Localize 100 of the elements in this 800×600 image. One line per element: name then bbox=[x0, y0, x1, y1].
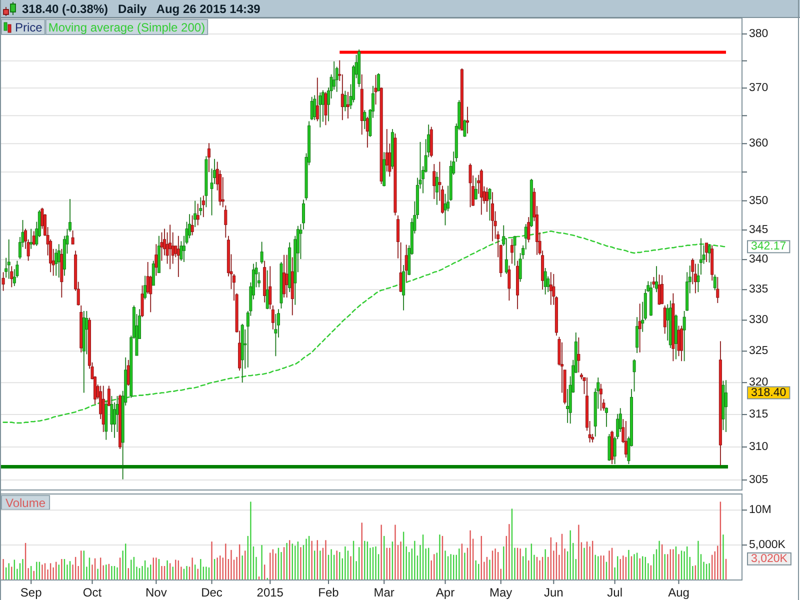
candlestick bbox=[604, 407, 608, 428]
candlestick bbox=[632, 358, 636, 392]
text: 3,020K bbox=[751, 552, 788, 565]
candlestick bbox=[432, 164, 436, 200]
candlestick bbox=[316, 77, 319, 122]
candlestick bbox=[705, 242, 708, 262]
y-tick-label: 320 bbox=[749, 376, 768, 389]
x-tick-label: Apr bbox=[436, 586, 455, 600]
x-tick-label: Nov bbox=[146, 586, 167, 600]
candlestick bbox=[140, 284, 144, 318]
candlestick bbox=[152, 260, 155, 286]
candlestick bbox=[510, 238, 514, 264]
candlestick bbox=[399, 242, 402, 293]
candlestick bbox=[652, 276, 656, 288]
candlestick bbox=[402, 264, 406, 311]
candlestick bbox=[144, 275, 147, 300]
candlestick bbox=[107, 385, 110, 407]
candlestick bbox=[302, 199, 305, 230]
legend-label: Price bbox=[15, 20, 43, 34]
candlestick bbox=[527, 216, 530, 243]
x-tick-label: Aug bbox=[668, 586, 690, 600]
candlestick bbox=[435, 172, 438, 206]
candlestick bbox=[318, 92, 322, 128]
candlestick bbox=[504, 238, 508, 274]
candlestick bbox=[194, 200, 197, 228]
candlestick bbox=[708, 244, 711, 264]
candlestick bbox=[468, 163, 472, 208]
candlestick bbox=[577, 337, 580, 373]
candlestick bbox=[608, 434, 611, 462]
candlestick bbox=[513, 235, 516, 266]
candlestick bbox=[696, 263, 700, 293]
text: 342.17 bbox=[750, 240, 786, 253]
candlestick bbox=[474, 177, 478, 200]
candlestick bbox=[699, 238, 702, 276]
x-tick-label: Jun bbox=[544, 586, 564, 600]
candlestick bbox=[680, 325, 684, 362]
candlestick bbox=[282, 254, 286, 298]
candlestick bbox=[488, 188, 492, 222]
candlestick bbox=[658, 274, 661, 306]
candlestick bbox=[71, 230, 74, 245]
candlestick bbox=[260, 241, 264, 264]
x-tick-label: Dec bbox=[201, 586, 222, 600]
candlestick bbox=[176, 235, 180, 278]
candlestick bbox=[508, 265, 511, 302]
y-tick-label: 345 bbox=[749, 224, 768, 236]
candlestick bbox=[666, 304, 670, 342]
candlestick bbox=[363, 110, 366, 130]
candlestick bbox=[346, 91, 350, 119]
y-tick-label: 350 bbox=[749, 194, 768, 207]
candlestick bbox=[599, 383, 602, 412]
candlestick bbox=[154, 244, 158, 276]
candlestick bbox=[30, 228, 33, 250]
y-tick-label: 315 bbox=[749, 408, 768, 421]
candlestick bbox=[271, 305, 274, 330]
y-tick-label: 380 bbox=[749, 28, 768, 40]
candlestick bbox=[682, 310, 686, 362]
y-tick-label: 370 bbox=[749, 82, 768, 94]
chart-title: Volume bbox=[5, 496, 46, 510]
x-tick-label: Sep bbox=[20, 586, 42, 600]
candlestick bbox=[724, 380, 728, 432]
candlestick bbox=[344, 90, 347, 112]
text: 318.40 bbox=[750, 386, 786, 399]
y-tick-label: 330 bbox=[749, 314, 768, 326]
candlestick bbox=[638, 303, 642, 353]
candlestick bbox=[313, 94, 316, 121]
candlestick bbox=[268, 266, 272, 310]
text: Moving average (Simple 200) bbox=[48, 20, 206, 34]
candlestick bbox=[660, 274, 664, 305]
candlestick bbox=[466, 106, 469, 134]
y-tick-label: 10M bbox=[749, 504, 772, 516]
candlestick bbox=[655, 266, 658, 293]
candlestick bbox=[566, 388, 570, 424]
candlestick bbox=[463, 119, 466, 138]
candlestick bbox=[168, 224, 172, 270]
candlestick bbox=[207, 142, 210, 172]
candlestick bbox=[716, 276, 720, 304]
candlestick bbox=[477, 174, 480, 194]
candlestick bbox=[199, 196, 202, 216]
candlestick bbox=[377, 72, 380, 92]
candlestick bbox=[54, 248, 58, 276]
x-tick-label: 2015 bbox=[256, 586, 284, 600]
candlestick bbox=[196, 203, 200, 226]
x-tick-label: Mar bbox=[374, 586, 394, 600]
chart-title: 318.40 (-0.38%) Daily Aug 26 2015 14:39 bbox=[22, 2, 261, 16]
y-tick-label: 310 bbox=[749, 441, 768, 454]
candlestick bbox=[332, 60, 336, 90]
candlestick bbox=[491, 192, 494, 242]
y-tick-label: 360 bbox=[749, 138, 768, 150]
candlestick bbox=[190, 214, 194, 236]
candlestick bbox=[7, 238, 10, 280]
x-tick-label: Feb bbox=[318, 586, 340, 600]
candlestick bbox=[636, 316, 639, 354]
candlestick bbox=[285, 254, 288, 298]
candlestick bbox=[374, 74, 378, 106]
candlestick bbox=[396, 214, 400, 259]
candlestick bbox=[160, 232, 164, 262]
y-tick-label: 305 bbox=[749, 474, 768, 486]
x-tick-label: May bbox=[490, 586, 512, 600]
candlestick bbox=[544, 268, 547, 295]
candlestick bbox=[2, 272, 5, 292]
